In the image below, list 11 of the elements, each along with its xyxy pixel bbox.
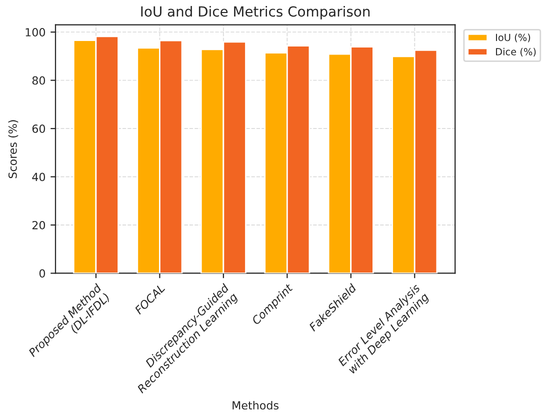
y-tick-label: 0 xyxy=(39,269,46,278)
y-tick-label: 20 xyxy=(32,220,46,230)
y-tick-label: 80 xyxy=(32,76,46,85)
y-axis-title: Scores (%) xyxy=(8,120,18,178)
legend-label: Dice (%) xyxy=(496,48,536,57)
chart-title: IoU and Dice Metrics Comparison xyxy=(141,6,370,20)
y-tick-label: 40 xyxy=(32,172,46,182)
y-tick-label: 60 xyxy=(32,124,46,133)
y-tick-label: 100 xyxy=(26,28,46,36)
x-axis-title: Methods xyxy=(232,400,278,410)
legend-label: IoU (%) xyxy=(496,34,530,42)
